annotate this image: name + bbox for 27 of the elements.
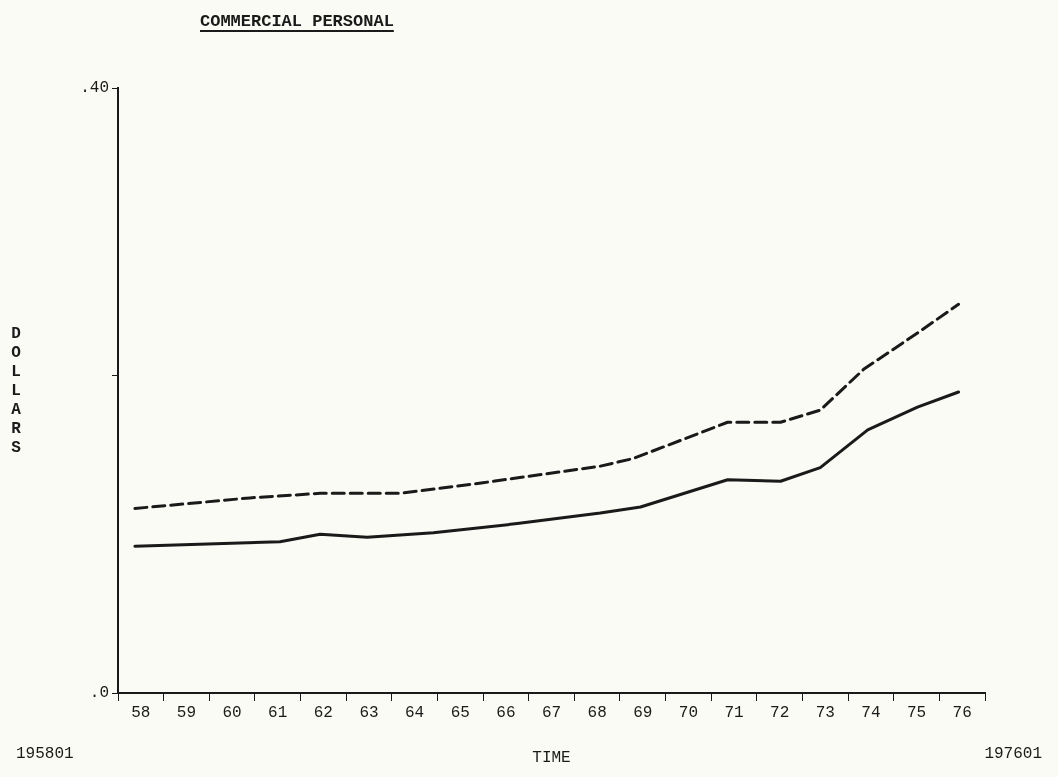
y-axis-title: DOLLARS (11, 324, 22, 457)
x-tick-label: 65 (450, 703, 470, 722)
x-tick-label: 72 (770, 703, 790, 722)
x-tick-label: 70 (678, 703, 698, 722)
x-tick-label: 73 (815, 703, 835, 722)
x-tick-label: 74 (861, 703, 881, 722)
x-tick-label: 59 (176, 703, 197, 722)
x-axis-title: TIME (532, 749, 571, 767)
x-tick-label: 61 (268, 703, 288, 722)
x-tick-label: 68 (587, 703, 607, 722)
x-tick-label: 67 (541, 703, 562, 722)
x-tick-label: 71 (724, 703, 744, 722)
x-tick-label: 76 (952, 703, 972, 722)
text: 195801 (16, 745, 74, 763)
line-series (133, 302, 961, 510)
text: 197601 (984, 745, 1042, 763)
x-tick-label: 62 (313, 703, 333, 722)
x-tick-label: 75 (906, 703, 927, 722)
x-tick-label: 64 (405, 703, 425, 722)
x-tick-label: 60 (222, 703, 242, 722)
chart-title: COMMERCIAL PERSONAL (200, 12, 394, 31)
y-tick-label: .0 (89, 684, 109, 703)
x-tick-label: 66 (496, 703, 516, 722)
x-tick-label: 63 (359, 703, 379, 722)
x-tick-label: 69 (633, 703, 653, 722)
y-tick-label: .40 (80, 79, 109, 98)
x-tick-label: 58 (131, 703, 151, 722)
